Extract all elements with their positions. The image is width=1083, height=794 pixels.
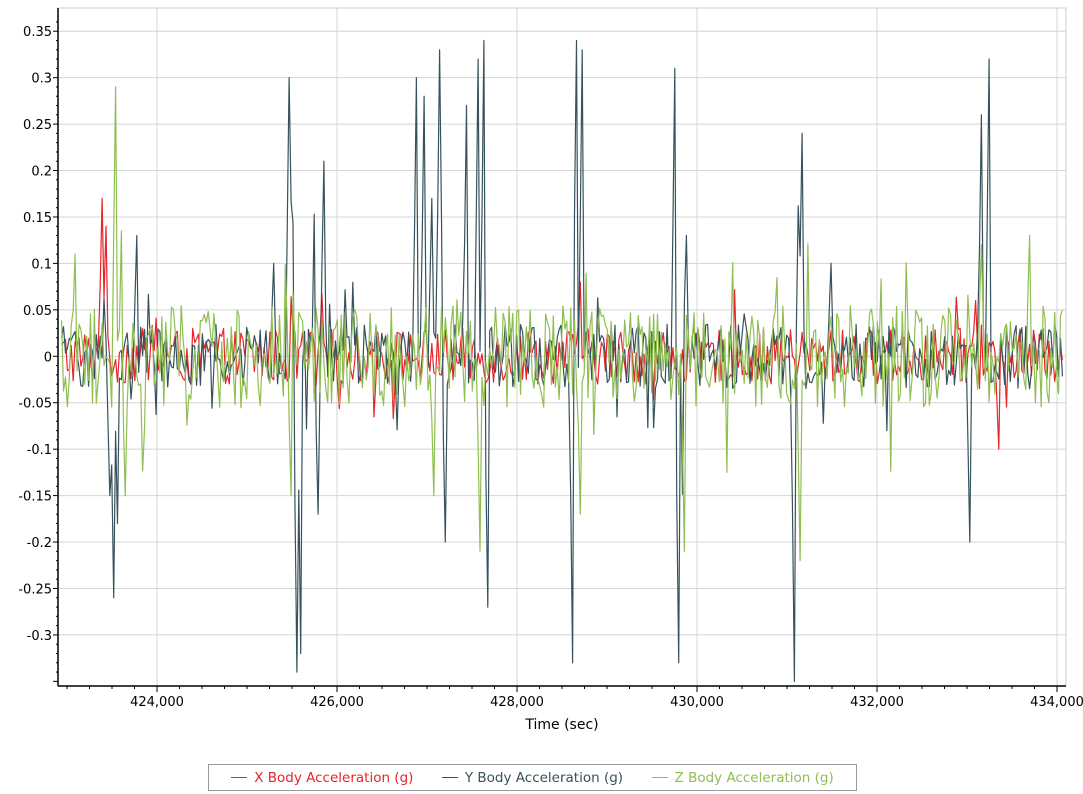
axes: 0.35 0.3 0.25 0.2 0.15 0.1 0.05 0 -0.05 -0.1 -0.15… <box>18 8 1083 710</box>
x-tick-label: 434,000 <box>1030 695 1083 710</box>
y-tick-label: 0.2 <box>31 165 52 180</box>
y-tick-label: 0.25 <box>23 118 52 133</box>
x-axis-label: Time (sec) <box>524 717 598 733</box>
x-tick-label: 426,000 <box>310 695 364 710</box>
y-tick-label: 0.15 <box>23 211 52 226</box>
series-line-3 <box>61 86 1063 562</box>
x-tick-label: 424,000 <box>130 695 184 710</box>
legend-label: Z Body Acceleration (g) <box>674 769 834 786</box>
legend-label: X Body Acceleration (g) <box>254 769 414 786</box>
x-tick-label: 428,000 <box>490 695 544 710</box>
y-tick-label: 0.3 <box>31 72 52 87</box>
y-tick-label: 0.05 <box>23 304 52 319</box>
y-tick-label: 0.35 <box>23 25 52 40</box>
legend-swatch <box>231 777 248 778</box>
y-tick-label: -0.2 <box>27 536 52 551</box>
chart-legend: X Body Acceleration (g) Y Body Accelerati… <box>208 764 857 791</box>
y-tick-label: -0.3 <box>27 629 52 644</box>
y-tick-label: 0.1 <box>31 257 52 272</box>
y-tick-label: -0.15 <box>18 490 52 505</box>
x-tick-label: 432,000 <box>850 695 904 710</box>
y-tick-label: -0.05 <box>18 397 52 412</box>
line-chart: 0.35 0.3 0.25 0.2 0.15 0.1 0.05 0 -0.05 -0.1 -0.15… <box>18 7 1083 733</box>
legend-label: Y Body Acceleration (g) <box>464 769 624 786</box>
y-tick-label: 0 <box>44 350 52 365</box>
legend-swatch <box>441 777 458 778</box>
legend-item: Z Body Acceleration (g) <box>651 769 834 786</box>
y-tick-label: -0.25 <box>18 582 52 597</box>
y-tick-label: -0.1 <box>27 443 52 458</box>
series-lines <box>61 39 1063 682</box>
x-tick-label: 430,000 <box>670 695 724 710</box>
legend-swatch <box>651 777 668 778</box>
legend-item: Y Body Acceleration (g) <box>441 769 624 786</box>
legend-item: X Body Acceleration (g) <box>231 770 413 786</box>
